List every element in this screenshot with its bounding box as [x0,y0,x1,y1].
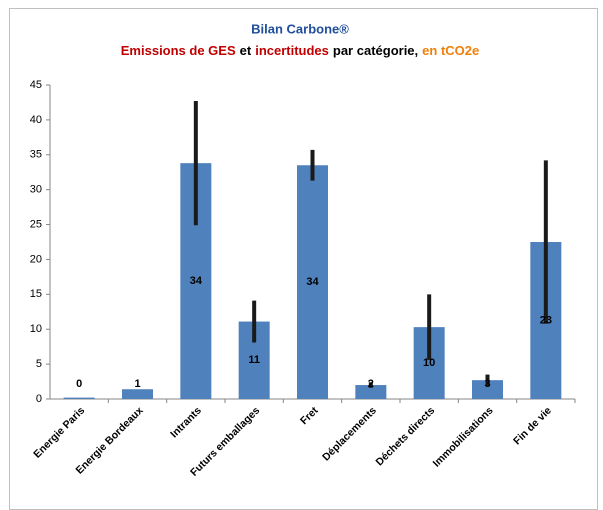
y-tick-label: 40 [30,114,42,126]
y-tick-label: 0 [36,393,42,405]
subtitle-part: en tCO2e [422,43,479,58]
bar [472,380,503,399]
y-tick-label: 5 [36,358,42,370]
y-tick-label: 35 [30,149,42,161]
bar [355,385,387,399]
subtitle-part: incertitudes [255,43,329,58]
y-tick-label: 45 [30,79,42,91]
data-label: 0 [76,378,82,390]
data-label: 34 [190,275,203,287]
y-tick-label: 25 [30,218,42,230]
bar [122,389,153,399]
y-tick-label: 10 [30,323,42,335]
y-tick-label: 30 [30,184,42,196]
data-label: 34 [306,276,319,288]
subtitle-part: et [240,43,252,58]
data-label: 23 [540,314,552,326]
y-tick-label: 15 [30,288,42,300]
data-label: 1 [134,378,140,390]
bar [297,165,328,399]
chart-title: Bilan Carbone® [251,21,349,36]
chart-subtitle: Emissions de GES et incertitudes par catégo… [121,43,479,58]
subtitle-part: Emissions de GES [121,43,236,58]
data-label: 2 [368,378,374,390]
y-tick-label: 20 [30,253,42,265]
data-label: 3 [484,378,490,390]
data-label: 11 [248,354,260,366]
bar [63,397,95,399]
subtitle-part: par catégorie, [333,43,418,58]
data-label: 10 [423,357,435,369]
